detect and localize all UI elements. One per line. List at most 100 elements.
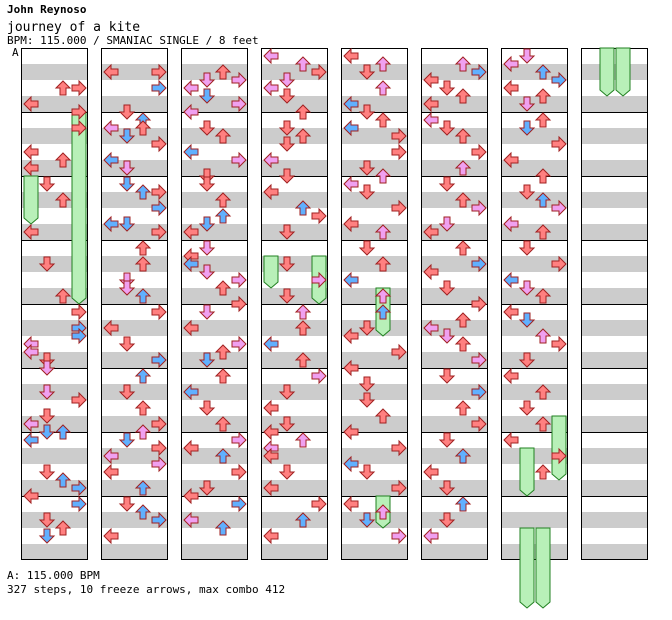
beat-band bbox=[261, 480, 328, 496]
beat-band bbox=[581, 160, 648, 176]
beat-band bbox=[101, 448, 168, 464]
beat-band bbox=[101, 128, 168, 144]
step-arrow bbox=[375, 112, 391, 128]
beat-band bbox=[501, 512, 568, 528]
step-arrow bbox=[343, 48, 359, 64]
beat-band bbox=[21, 256, 88, 272]
beat-band bbox=[501, 192, 568, 208]
step-arrow bbox=[231, 336, 247, 352]
beat-band bbox=[21, 512, 88, 528]
step-arrow bbox=[263, 528, 279, 544]
beat-band bbox=[501, 128, 568, 144]
freeze-arrow bbox=[551, 415, 567, 481]
beat-band bbox=[341, 320, 408, 336]
beat-band bbox=[21, 288, 88, 304]
beat-band bbox=[101, 512, 168, 528]
step-arrow bbox=[119, 336, 135, 352]
step-arrow bbox=[311, 208, 327, 224]
beat-band bbox=[181, 544, 248, 560]
beat-band bbox=[181, 288, 248, 304]
beat-band bbox=[181, 352, 248, 368]
beat-band bbox=[341, 224, 408, 240]
beat-band bbox=[581, 288, 648, 304]
beat-band bbox=[421, 96, 488, 112]
beat-band bbox=[181, 224, 248, 240]
step-arrow bbox=[135, 400, 151, 416]
beat-band bbox=[501, 384, 568, 400]
beat-band bbox=[341, 352, 408, 368]
beat-band bbox=[181, 416, 248, 432]
beat-band bbox=[501, 416, 568, 432]
beat-band bbox=[101, 320, 168, 336]
beat-band bbox=[421, 544, 488, 560]
beat-band bbox=[261, 192, 328, 208]
step-arrow bbox=[343, 272, 359, 288]
step-arrow bbox=[39, 528, 55, 544]
song-title: journey of a kite bbox=[7, 20, 141, 35]
beat-band bbox=[581, 192, 648, 208]
beat-band bbox=[421, 384, 488, 400]
beat-band bbox=[261, 320, 328, 336]
step-arrow bbox=[71, 496, 87, 512]
step-arrow bbox=[71, 80, 87, 96]
step-arrow bbox=[71, 304, 87, 320]
beat-band bbox=[501, 288, 568, 304]
beat-band bbox=[421, 512, 488, 528]
beat-band bbox=[181, 480, 248, 496]
beat-band bbox=[261, 544, 328, 560]
step-arrow bbox=[263, 48, 279, 64]
step-arrow bbox=[551, 336, 567, 352]
step-arrow bbox=[455, 336, 471, 352]
beat-band bbox=[581, 480, 648, 496]
step-arrow bbox=[519, 48, 535, 64]
beat-band bbox=[421, 224, 488, 240]
step-stats: 327 steps, 10 freeze arrows, max combo 4… bbox=[7, 583, 286, 596]
step-arrow bbox=[279, 464, 295, 480]
beat-band bbox=[181, 192, 248, 208]
song-author: John Reynoso bbox=[7, 3, 87, 16]
beat-band bbox=[421, 320, 488, 336]
beat-band bbox=[181, 384, 248, 400]
beat-band bbox=[181, 256, 248, 272]
step-arrow bbox=[503, 432, 519, 448]
beat-band bbox=[421, 128, 488, 144]
beat-band bbox=[341, 480, 408, 496]
step-arrow bbox=[359, 464, 375, 480]
beat-band bbox=[181, 64, 248, 80]
beat-band bbox=[421, 192, 488, 208]
beat-band bbox=[181, 128, 248, 144]
beat-band bbox=[21, 352, 88, 368]
beat-band bbox=[101, 352, 168, 368]
beat-band bbox=[21, 448, 88, 464]
step-arrow bbox=[55, 80, 71, 96]
step-arrow bbox=[503, 368, 519, 384]
beat-band bbox=[421, 416, 488, 432]
beat-band bbox=[101, 256, 168, 272]
beat-band bbox=[261, 512, 328, 528]
beat-band bbox=[21, 320, 88, 336]
step-arrow bbox=[103, 528, 119, 544]
beat-band bbox=[581, 384, 648, 400]
beat-band bbox=[261, 288, 328, 304]
bpm-marker: A bbox=[12, 46, 19, 59]
step-arrow bbox=[39, 464, 55, 480]
beat-band bbox=[261, 224, 328, 240]
beat-band bbox=[341, 96, 408, 112]
beat-band bbox=[341, 512, 408, 528]
step-arrow bbox=[519, 400, 535, 416]
step-arrow bbox=[455, 240, 471, 256]
beat-band bbox=[341, 384, 408, 400]
step-arrow bbox=[263, 400, 279, 416]
step-arrow bbox=[535, 464, 551, 480]
measure-bands bbox=[21, 64, 648, 560]
step-arrow bbox=[119, 496, 135, 512]
freeze-arrow bbox=[519, 527, 535, 609]
step-arrow bbox=[343, 496, 359, 512]
step-arrow bbox=[231, 432, 247, 448]
beat-band bbox=[101, 64, 168, 80]
step-arrow bbox=[23, 432, 39, 448]
beat-band bbox=[421, 256, 488, 272]
beat-band bbox=[261, 96, 328, 112]
step-arrow bbox=[215, 208, 231, 224]
